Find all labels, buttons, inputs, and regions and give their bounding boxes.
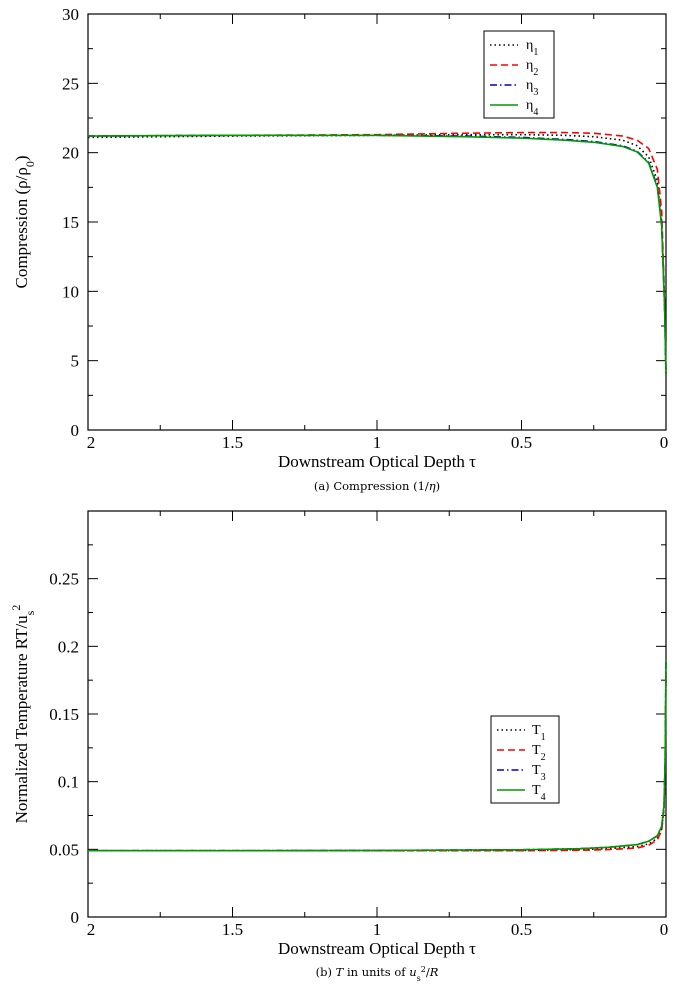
series-line-T2 xyxy=(88,673,667,852)
series-lines-b xyxy=(88,659,667,852)
y-tick-label-a: 0 xyxy=(71,421,80,440)
y-tick-label-b: 0 xyxy=(71,908,80,927)
panel-temperature: 0 0.05 0.1 0.15 0.2 0.25 2 1.5 1 0.5 0 D… xyxy=(9,510,669,983)
x-axis-label-b: Downstream Optical Depth τ xyxy=(278,939,476,958)
panel-compression: 0 5 10 15 20 25 30 2 1.5 1 0.5 0 Downstr… xyxy=(12,5,668,493)
series-lines-a xyxy=(87,131,667,375)
x-axis-label-a: Downstream Optical Depth τ xyxy=(278,452,476,471)
ticks-b xyxy=(87,510,667,918)
legend-a: η1 η2 η3 η4 xyxy=(483,30,555,119)
x-tick-label-b: 1.5 xyxy=(222,920,243,939)
x-tick-label-b: 2 xyxy=(87,920,96,939)
x-tick-label-a: 0 xyxy=(660,433,669,452)
x-tick-label-a: 1 xyxy=(373,433,382,452)
series-line-η1 xyxy=(87,133,667,375)
caption-b: (b) T in units of us2/R xyxy=(316,965,439,983)
ticks-a xyxy=(87,13,667,431)
y-tick-label-a: 25 xyxy=(62,74,79,93)
y-tick-label-b: 0.25 xyxy=(49,570,79,589)
plot-frame-b xyxy=(87,510,667,918)
y-tick-label-a: 10 xyxy=(62,282,79,301)
series-line-η4 xyxy=(87,134,667,375)
series-line-T1 xyxy=(88,673,667,852)
y-tick-label-a: 15 xyxy=(62,213,79,232)
x-tick-label-b: 1 xyxy=(373,920,382,939)
caption-a: (a) Compression (1/η) xyxy=(314,479,440,493)
x-tick-label-b: 0.5 xyxy=(511,920,532,939)
x-tick-label-a: 1.5 xyxy=(222,433,243,452)
x-tick-label-b: 0 xyxy=(660,920,669,939)
series-line-η2 xyxy=(87,131,667,375)
x-tick-label-a: 2 xyxy=(87,433,96,452)
series-line-η3 xyxy=(87,134,667,375)
series-line-T4 xyxy=(88,659,667,852)
y-tick-label-a: 5 xyxy=(71,352,80,371)
plot-frame-a xyxy=(87,13,667,431)
y-tick-label-a: 20 xyxy=(62,144,79,163)
y-tick-label-b: 0.1 xyxy=(58,773,79,792)
y-tick-label-b: 0.05 xyxy=(49,840,79,859)
x-tick-label-a: 0.5 xyxy=(511,433,532,452)
y-axis-label-a: Compression (ρ/ρ0) xyxy=(12,156,37,289)
legend-b: T1 T2 T3 T4 xyxy=(490,715,560,804)
y-tick-label-a: 30 xyxy=(62,5,79,24)
y-axis-label-b: Normalized Temperature RT/us2 xyxy=(9,605,37,824)
series-line-T3 xyxy=(88,659,667,852)
y-tick-label-b: 0.15 xyxy=(49,705,79,724)
y-tick-label-b: 0.2 xyxy=(58,637,79,656)
